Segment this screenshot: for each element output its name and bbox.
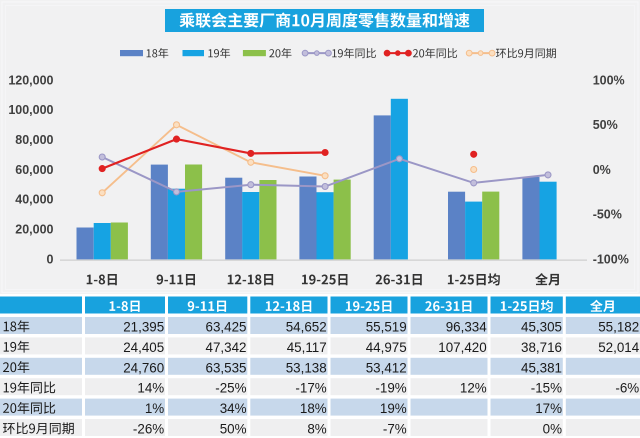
svg-text:14%: 14% [137, 381, 164, 396]
svg-text:60,000: 60,000 [15, 163, 53, 177]
svg-text:0%: 0% [543, 422, 562, 437]
svg-text:19%: 19% [380, 401, 407, 416]
svg-text:50%: 50% [220, 422, 247, 437]
svg-text:55,182: 55,182 [598, 320, 639, 335]
svg-text:53,138: 53,138 [286, 360, 327, 375]
svg-text:1%: 1% [145, 401, 164, 416]
svg-text:44,975: 44,975 [366, 340, 407, 355]
svg-text:45,305: 45,305 [521, 320, 562, 335]
svg-text:40,000: 40,000 [15, 193, 53, 207]
svg-text:45,117: 45,117 [287, 340, 327, 355]
svg-text:80,000: 80,000 [15, 133, 53, 147]
svg-text:53,412: 53,412 [366, 360, 407, 375]
svg-text:-25%: -25% [215, 381, 246, 396]
svg-text:0%: 0% [593, 163, 611, 177]
svg-text:0: 0 [47, 252, 54, 266]
svg-text:12%: 12% [460, 381, 487, 396]
svg-text:55,519: 55,519 [366, 320, 407, 335]
svg-text:52,014: 52,014 [598, 340, 640, 355]
svg-text:54,652: 54,652 [286, 320, 327, 335]
svg-text:107,420: 107,420 [438, 340, 486, 355]
svg-text:34%: 34% [220, 401, 247, 416]
svg-text:18%: 18% [300, 401, 327, 416]
svg-text:45,381: 45,381 [521, 360, 562, 375]
svg-text:-100%: -100% [593, 252, 629, 266]
svg-text:24,405: 24,405 [123, 340, 164, 355]
svg-text:-15%: -15% [531, 381, 562, 396]
svg-text:17%: 17% [535, 401, 562, 416]
svg-text:96,334: 96,334 [446, 320, 488, 335]
svg-text:-17%: -17% [295, 381, 326, 396]
svg-text:-7%: -7% [383, 422, 407, 437]
svg-text:20,000: 20,000 [15, 223, 53, 237]
svg-text:-19%: -19% [375, 381, 406, 396]
svg-text:-26%: -26% [133, 422, 164, 437]
svg-text:38,716: 38,716 [521, 340, 562, 355]
svg-text:50%: 50% [593, 118, 618, 132]
svg-text:63,535: 63,535 [206, 360, 247, 375]
svg-text:8%: 8% [307, 422, 326, 437]
svg-text:100,000: 100,000 [8, 103, 53, 117]
svg-text:-6%: -6% [615, 381, 639, 396]
svg-text:24,760: 24,760 [123, 360, 164, 375]
svg-text:120,000: 120,000 [8, 73, 53, 87]
svg-text:63,425: 63,425 [206, 320, 247, 335]
svg-text:47,342: 47,342 [206, 340, 247, 355]
svg-text:21,395: 21,395 [123, 320, 164, 335]
svg-text:100%: 100% [593, 73, 625, 87]
svg-text:-50%: -50% [593, 208, 622, 222]
